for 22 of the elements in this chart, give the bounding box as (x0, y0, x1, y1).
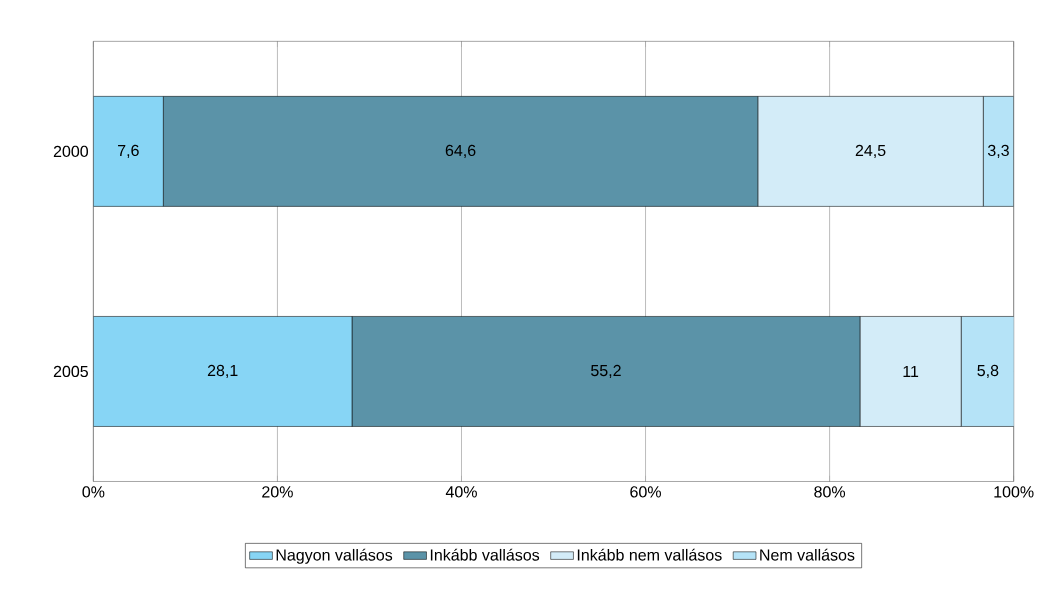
data-label: 11 (903, 365, 919, 377)
y-tick-label: 2005 (53, 365, 88, 378)
bar (93, 96, 164, 207)
x-tick-label: 80% (814, 486, 846, 498)
data-label: 55,2 (591, 364, 621, 378)
legend-label: Nem vallásos (760, 548, 855, 561)
data-label: 3,3 (987, 144, 1009, 158)
data-label: 64,6 (445, 144, 476, 158)
x-tick-label: 60% (630, 486, 661, 498)
data-label: 24,5 (855, 144, 886, 158)
data-label: 28,1 (207, 364, 238, 378)
y-tick-label: 2000 (53, 145, 89, 157)
x-tick-label: 20% (262, 486, 293, 498)
bar (93, 316, 353, 427)
x-tick-label: 100% (994, 486, 1034, 498)
legend-label: Inkább vallásos (430, 548, 540, 561)
data-label: 7,6 (118, 144, 139, 158)
x-tick-label: 0% (82, 486, 105, 498)
data-label: 5,8 (977, 364, 999, 378)
x-tick-label: 40% (445, 486, 477, 498)
legend-label: Nagyon vallásos (276, 548, 393, 564)
legend-label: Inkább nem vallásos (577, 548, 722, 561)
